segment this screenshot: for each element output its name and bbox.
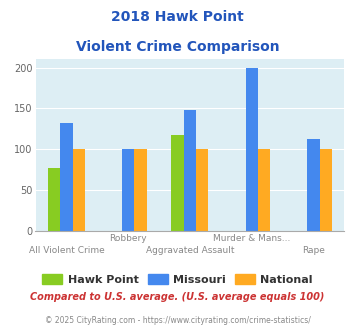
Bar <box>196 149 208 231</box>
Bar <box>122 149 134 231</box>
Bar <box>171 135 184 231</box>
Bar <box>307 140 320 231</box>
Bar <box>246 68 258 231</box>
Bar <box>320 149 332 231</box>
Text: 2018 Hawk Point: 2018 Hawk Point <box>111 10 244 24</box>
Bar <box>48 168 60 231</box>
Text: Violent Crime Comparison: Violent Crime Comparison <box>76 40 279 53</box>
Bar <box>72 149 85 231</box>
Text: © 2025 CityRating.com - https://www.cityrating.com/crime-statistics/: © 2025 CityRating.com - https://www.city… <box>45 315 310 325</box>
Bar <box>184 110 196 231</box>
Bar <box>258 149 270 231</box>
Bar <box>60 123 72 231</box>
Legend: Hawk Point, Missouri, National: Hawk Point, Missouri, National <box>38 270 317 289</box>
Bar <box>134 149 147 231</box>
Text: Compared to U.S. average. (U.S. average equals 100): Compared to U.S. average. (U.S. average … <box>30 292 325 302</box>
